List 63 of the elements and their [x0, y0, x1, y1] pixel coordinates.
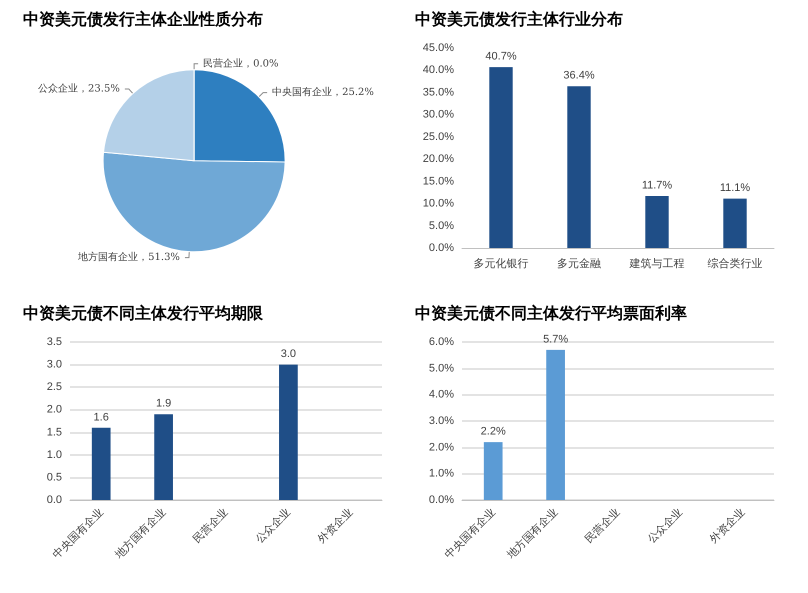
y-tick-label: 25.0%: [422, 130, 454, 143]
x-tick-label: 公众企业: [252, 505, 293, 546]
chart-title: 中资美元债发行主体企业性质分布: [23, 10, 263, 28]
y-tick-label: 3.0%: [428, 415, 454, 427]
y-tick-label: 3.0: [46, 358, 62, 371]
x-tick-label: 地方国有企业: [504, 505, 560, 562]
y-tick-label: 5.0%: [428, 362, 454, 374]
x-tick-label: 多元金融: [557, 257, 601, 270]
x-tick-label: 建筑与工程: [628, 257, 684, 270]
y-tick-label: 2.0%: [428, 441, 454, 454]
data-label: 3.0: [280, 348, 296, 360]
x-tick-label: 中央国有企业: [442, 505, 498, 562]
y-tick-label: 0.0: [46, 494, 62, 506]
y-tick-label: 6.0%: [428, 336, 454, 348]
bar: [92, 428, 111, 500]
x-tick-label: 外资企业: [707, 505, 748, 546]
bar: [567, 86, 591, 248]
y-tick-label: 3.5: [46, 336, 62, 348]
y-tick-label: 1.5: [46, 426, 62, 438]
y-tick-label: 0.5: [46, 471, 62, 484]
bar: [723, 198, 747, 248]
data-label: 1.6: [94, 411, 109, 424]
chart-title: 中资美元债发行主体行业分布: [415, 10, 623, 28]
slice-label: 公众企业，23.5%: [38, 82, 120, 95]
data-label: 5.7%: [543, 333, 568, 346]
y-tick-label: 1.0%: [428, 468, 454, 480]
y-tick-label: 0.0%: [428, 242, 454, 254]
data-label: 1.9: [156, 398, 172, 410]
x-tick-label: 公众企业: [644, 505, 685, 546]
data-label: 11.1%: [720, 182, 750, 194]
y-tick-label: 1.0: [46, 448, 62, 461]
y-tick-label: 35.0%: [422, 86, 454, 98]
x-tick-label: 多元化银行: [474, 257, 528, 270]
data-label: 11.7%: [642, 180, 672, 192]
legend-label: 民营企业，0.0%: [203, 57, 279, 70]
bar: [279, 364, 298, 500]
y-tick-label: 5.0%: [428, 220, 454, 232]
x-tick-label: 民营企业: [190, 505, 231, 546]
x-tick-label: 中央国有企业: [50, 505, 106, 562]
chart-title: 中资美元债不同主体发行平均期限: [23, 304, 264, 322]
bar: [645, 196, 669, 248]
y-tick-label: 45.0%: [422, 42, 454, 54]
slice-label: 地方国有企业，51.3%: [77, 251, 180, 264]
x-tick-label: 民营企业: [582, 505, 623, 546]
y-tick-label: 0.0%: [428, 494, 454, 506]
y-tick-label: 15.0%: [422, 175, 454, 188]
data-label: 36.4%: [563, 70, 595, 82]
x-tick-label: 综合类行业: [708, 257, 762, 270]
y-tick-label: 20.0%: [422, 153, 454, 166]
slice-label: 中央国有企业，25.2%: [272, 86, 374, 98]
data-label: 40.7%: [485, 50, 517, 63]
bar: [489, 67, 513, 248]
y-tick-label: 30.0%: [422, 108, 454, 121]
y-tick-label: 40.0%: [422, 64, 454, 76]
x-tick-label: 地方国有企业: [112, 505, 168, 562]
y-tick-label: 4.0%: [428, 388, 454, 401]
bar: [154, 414, 173, 500]
y-tick-label: 2.5: [46, 381, 62, 394]
x-tick-label: 外资企业: [315, 505, 356, 546]
data-label: 2.2%: [480, 426, 506, 438]
y-tick-label: 2.0: [46, 404, 62, 416]
chart-title: 中资美元债不同主体发行平均票面利率: [415, 304, 687, 322]
y-tick-label: 10.0%: [422, 198, 454, 210]
